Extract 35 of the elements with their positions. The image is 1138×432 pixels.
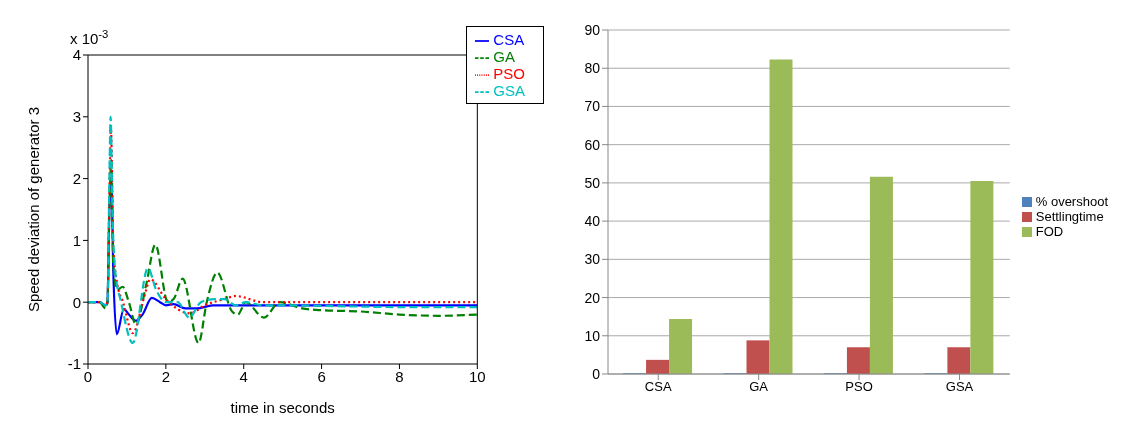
x-tick-label: CSA [644,379,672,395]
legend-label: Settlingtime [1035,208,1104,224]
y-tick-label: 3 [72,108,81,126]
x-tick-label: PSO [845,379,873,395]
y-tick-label: 30 [584,251,601,268]
legend-label: FOD [1035,223,1064,239]
y-tick-label: -1 [67,355,81,373]
legend-label: PSO [493,65,525,83]
y-tick-label: 10 [584,327,601,344]
x-tick-label: 8 [395,367,404,385]
x-tick-label: 0 [83,367,93,385]
y-tick-label: 40 [584,213,601,230]
x-axis-title: time in seconds [230,398,335,416]
x-tick-label: GA [749,379,769,395]
legend-label: GSA [493,82,525,100]
y-tick-label: 20 [584,289,601,306]
y-tick-label: 80 [584,60,601,77]
legend-label: % overshoot [1035,193,1108,209]
legend-label: GA [493,48,515,66]
y-tick-label: 70 [584,98,601,115]
y-tick-label: 90 [584,21,601,38]
x-tick-label: 6 [317,367,326,385]
x-tick-label: 4 [239,367,248,385]
x-tick-label: GSA [945,379,974,395]
y-tick-label: 2 [72,169,81,187]
y-tick-label: 0 [72,293,81,311]
y-tick-label: 60 [584,136,601,153]
y-tick-label: 1 [72,231,81,249]
legend-label: CSA [493,31,525,48]
y-tick-label: 50 [584,174,601,191]
y-tick-label: 4 [72,46,81,64]
x-tick-label: 2 [161,367,171,385]
y-axis-title: Speed deviation of generator 3 [25,106,43,313]
text: x 10$^{-3}$ [70,28,109,47]
x-tick-label: 10 [468,367,486,385]
